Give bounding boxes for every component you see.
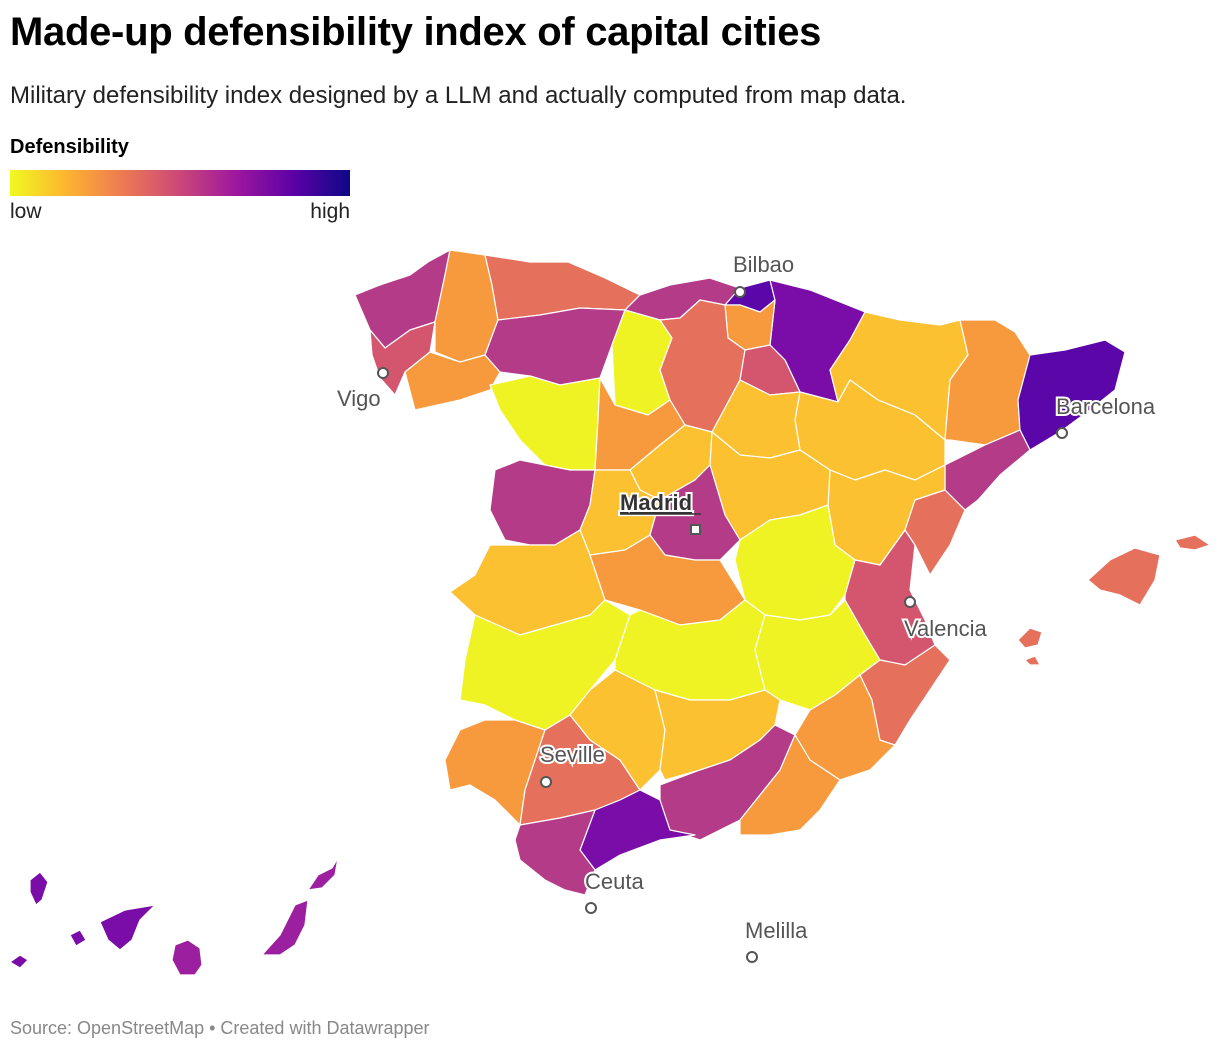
province-mallorca[interactable] — [1087, 547, 1161, 606]
island-lanzarote[interactable] — [307, 857, 339, 891]
madrid-marker[interactable] — [690, 524, 701, 535]
vigo-label: Vigo — [337, 386, 381, 411]
melilla-label: Melilla — [745, 918, 808, 943]
seville-marker[interactable] — [540, 776, 552, 788]
province-menorca[interactable] — [1174, 534, 1211, 551]
melilla-marker[interactable] — [746, 951, 758, 963]
island-la-palma[interactable] — [29, 871, 49, 906]
bilbao-marker[interactable] — [734, 286, 746, 298]
province-cadiz[interactable] — [514, 809, 596, 896]
chart-title: Made-up defensibility index of capital c… — [10, 10, 822, 54]
valencia-label: Valencia — [904, 616, 988, 641]
bilbao-label: Bilbao — [733, 252, 794, 277]
island-fuerteventura[interactable] — [261, 899, 309, 956]
island-gran-canaria[interactable] — [171, 939, 203, 976]
vigo-marker[interactable] — [377, 367, 389, 379]
province-zamora[interactable] — [489, 375, 601, 471]
province-almeria[interactable] — [739, 734, 841, 836]
madrid-label: Madrid — [620, 490, 692, 515]
province-girona-barcelona[interactable] — [1017, 339, 1126, 451]
island-tenerife[interactable] — [99, 904, 156, 951]
ceuta-label: Ceuta — [585, 869, 644, 894]
barcelona-label: Barcelona — [1056, 394, 1156, 419]
chart-subtitle: Military defensibility index designed by… — [10, 82, 907, 109]
province-ibiza[interactable] — [1017, 627, 1043, 649]
legend-low-label: low — [10, 200, 42, 223]
province-castellon[interactable] — [879, 489, 966, 576]
valencia-marker[interactable] — [904, 596, 916, 608]
province-ourense[interactable] — [404, 351, 501, 411]
province-formentera[interactable] — [1024, 655, 1041, 666]
province-leon[interactable] — [484, 307, 626, 386]
ceuta-marker[interactable] — [585, 902, 597, 914]
seville-label: Seville — [540, 742, 605, 767]
legend-high-label: high — [310, 200, 350, 223]
source-footer: Source: OpenStreetMap • Created with Dat… — [10, 1018, 430, 1038]
province-alicante[interactable] — [859, 644, 951, 746]
island-la-gomera[interactable] — [69, 929, 87, 947]
island-el-hierro[interactable] — [9, 954, 29, 969]
legend-title: Defensibility — [10, 136, 129, 158]
legend-gradient-bar — [10, 170, 350, 196]
province-toledo[interactable] — [589, 534, 746, 626]
barcelona-marker[interactable] — [1056, 427, 1068, 439]
